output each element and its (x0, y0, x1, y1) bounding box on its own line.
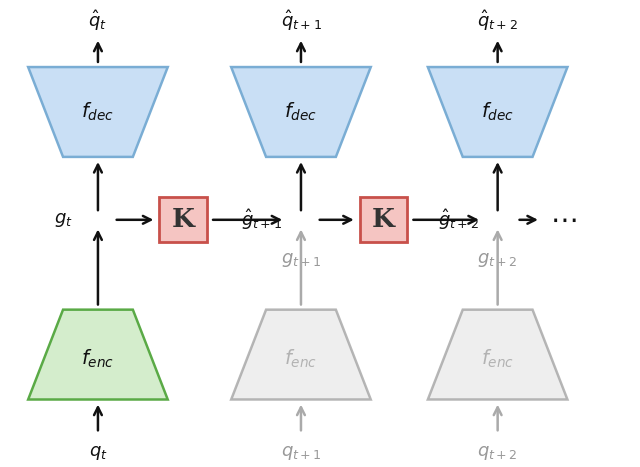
Polygon shape (231, 67, 371, 157)
FancyBboxPatch shape (360, 198, 408, 242)
Polygon shape (28, 67, 168, 157)
Text: $g_t$: $g_t$ (54, 211, 72, 229)
Text: $\hat{q}_{t+1}$: $\hat{q}_{t+1}$ (280, 8, 321, 33)
Text: $q_t$: $q_t$ (88, 445, 108, 462)
Text: K: K (172, 207, 195, 232)
Polygon shape (231, 310, 371, 399)
Text: $\hat{g}_{t+2}$: $\hat{g}_{t+2}$ (438, 207, 479, 232)
Text: $\hat{q}_{t+2}$: $\hat{q}_{t+2}$ (477, 8, 518, 33)
Text: $f_{enc}$: $f_{enc}$ (284, 348, 317, 370)
Text: $f_{enc}$: $f_{enc}$ (481, 348, 515, 370)
Polygon shape (428, 67, 568, 157)
Text: $f_{enc}$: $f_{enc}$ (81, 348, 115, 370)
Text: $q_{t+1}$: $q_{t+1}$ (280, 445, 321, 462)
Text: $\cdots$: $\cdots$ (550, 206, 576, 234)
Text: $g_{t+1}$: $g_{t+1}$ (280, 251, 321, 269)
Text: $q_{t+2}$: $q_{t+2}$ (477, 445, 518, 462)
Text: $\hat{g}_{t+1}$: $\hat{g}_{t+1}$ (241, 207, 282, 232)
Text: $g_{t+2}$: $g_{t+2}$ (477, 251, 518, 269)
Text: $f_{dec}$: $f_{dec}$ (284, 101, 317, 123)
Text: $f_{dec}$: $f_{dec}$ (81, 101, 115, 123)
Polygon shape (428, 310, 568, 399)
FancyBboxPatch shape (159, 198, 207, 242)
Text: $\hat{q}_t$: $\hat{q}_t$ (88, 8, 108, 33)
Text: $f_{dec}$: $f_{dec}$ (481, 101, 515, 123)
Polygon shape (28, 310, 168, 399)
Text: K: K (372, 207, 395, 232)
